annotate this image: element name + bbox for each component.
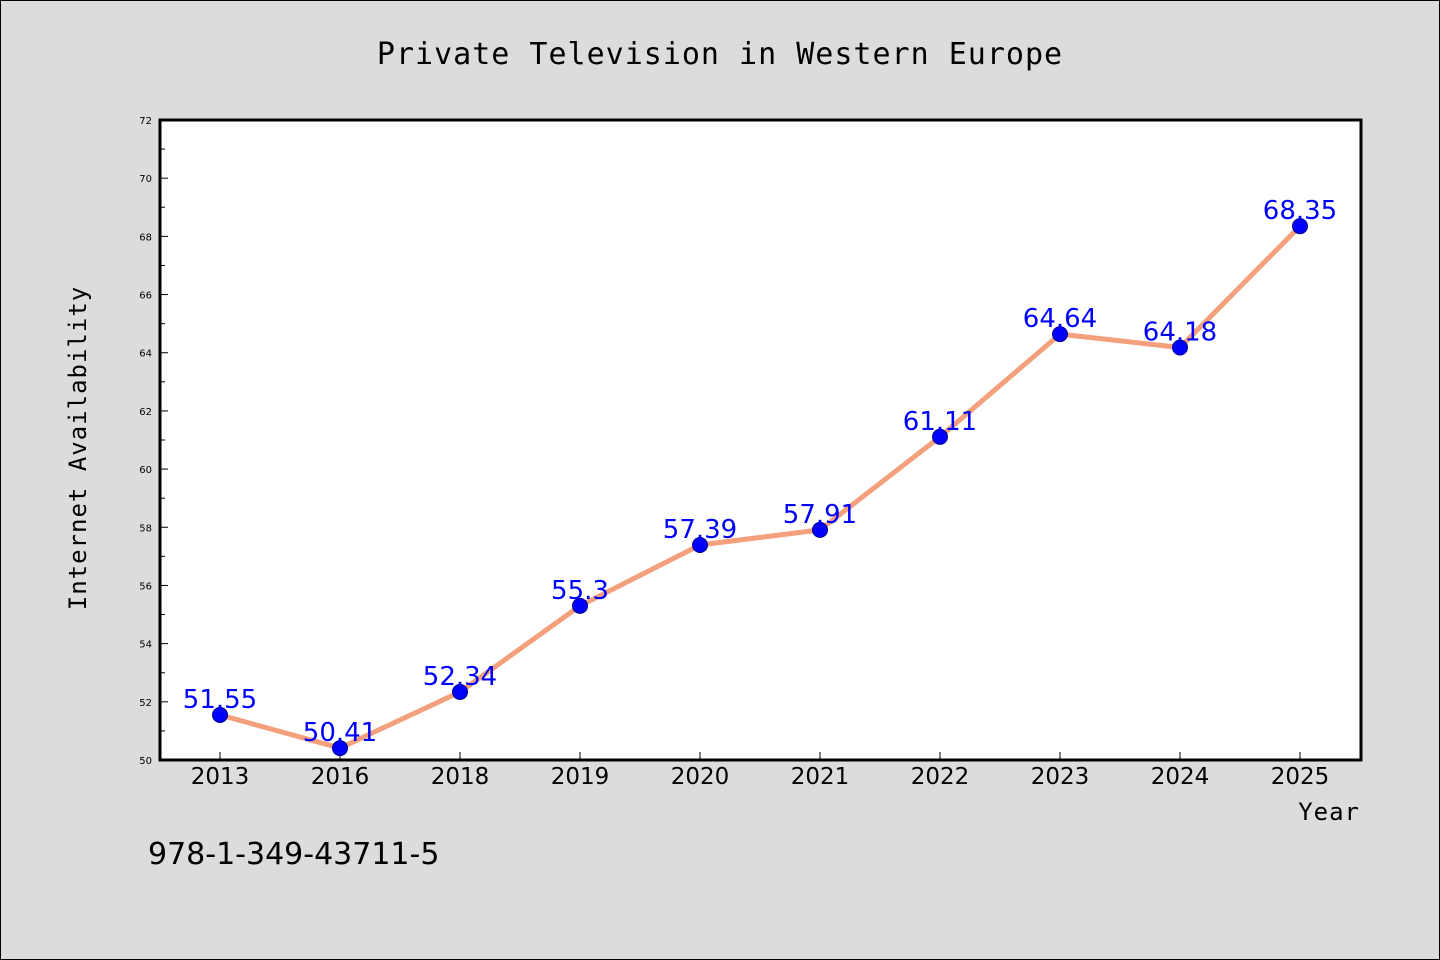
series-line: [217, 223, 1303, 751]
data-point: [1052, 326, 1068, 343]
y-tick-label: 70: [139, 174, 152, 185]
x-tick-label: 2018: [431, 764, 490, 790]
y-tick-label: 58: [139, 523, 152, 534]
data-label: 50.41: [303, 718, 377, 748]
series-line-group: [217, 223, 1303, 751]
x-tick-label: 2016: [311, 764, 370, 790]
x-tick-label: 2024: [1151, 764, 1210, 790]
y-axis-title: Internet Availability: [64, 286, 92, 610]
data-markers: [212, 218, 1308, 757]
data-label: 52.34: [423, 662, 497, 692]
data-point: [932, 428, 948, 445]
y-tick-label: 52: [139, 698, 152, 709]
data-point: [812, 521, 828, 538]
y-axis: 50 52 54 56 58 60 62 64 66 68 70 72: [139, 116, 168, 767]
data-point: [572, 597, 588, 614]
y-tick-label: 66: [139, 291, 152, 302]
data-point: [1292, 218, 1308, 235]
data-labels: 51.55 50.41 52.34 55.3 57.39 57.91 61.11 64.64 6…: [183, 196, 1337, 748]
data-label: 55.3: [551, 576, 609, 606]
data-label: 64.64: [1023, 304, 1097, 334]
footer-text: 978-1-349-43711-5: [148, 837, 439, 872]
data-point: [452, 683, 468, 700]
chart-title: Private Television in Western Europe: [377, 37, 1063, 72]
x-tick-label: 2020: [671, 764, 730, 790]
data-point: [212, 706, 228, 723]
x-tick-label: 2023: [1031, 764, 1090, 790]
x-tick-label: 2019: [551, 764, 610, 790]
x-axis: 2013 2016 2018 2019 2020 2021 2022 2023 2024 2025: [191, 752, 1330, 790]
data-point: [692, 537, 708, 554]
data-label: 68.35: [1263, 196, 1337, 226]
data-label: 61.11: [903, 407, 977, 437]
data-label: 57.39: [663, 515, 737, 545]
data-point: [332, 740, 348, 757]
y-tick-label: 64: [139, 349, 152, 360]
plot-frame: [158, 118, 1363, 762]
y-tick-label: 62: [139, 407, 152, 418]
x-tick-label: 2025: [1271, 764, 1330, 790]
y-tick-label: 54: [139, 640, 152, 651]
x-tick-label: 2013: [191, 764, 250, 790]
x-tick-label: 2021: [791, 764, 850, 790]
y-tick-label: 72: [139, 116, 152, 127]
y-tick-label: 50: [139, 756, 152, 767]
y-tick-label: 68: [139, 232, 152, 243]
x-tick-label: 2022: [911, 764, 970, 790]
data-point: [1172, 339, 1188, 356]
data-label: 64.18: [1143, 317, 1217, 347]
y-tick-label: 60: [139, 465, 152, 476]
data-label: 57.91: [783, 500, 857, 530]
plot-area: [160, 120, 1361, 760]
y-tick-label: 56: [139, 581, 152, 592]
data-label: 51.55: [183, 685, 257, 715]
x-axis-title: Year: [1298, 798, 1360, 826]
